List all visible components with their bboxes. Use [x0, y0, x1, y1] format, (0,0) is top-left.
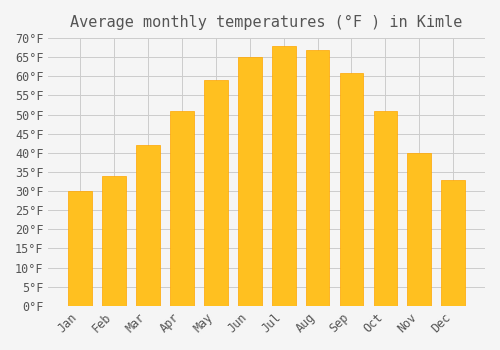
- Bar: [136, 145, 160, 306]
- Bar: [442, 180, 465, 306]
- Bar: [340, 72, 363, 306]
- Title: Average monthly temperatures (°F ) in Kimle: Average monthly temperatures (°F ) in Ki…: [70, 15, 463, 30]
- Bar: [238, 57, 262, 306]
- Bar: [408, 153, 431, 306]
- Bar: [374, 111, 398, 306]
- Bar: [102, 176, 126, 306]
- Bar: [68, 191, 92, 306]
- Bar: [170, 111, 194, 306]
- Bar: [306, 50, 330, 306]
- Bar: [204, 80, 228, 306]
- Bar: [272, 46, 295, 306]
